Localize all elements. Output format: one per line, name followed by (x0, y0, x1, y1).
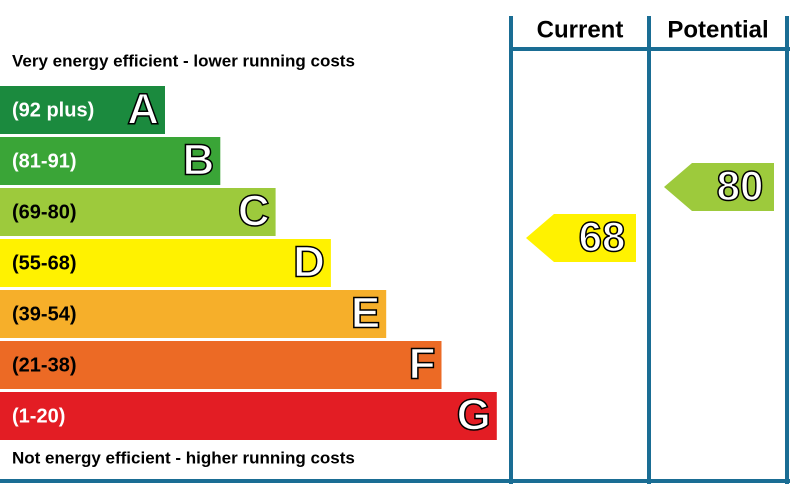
band (0, 86, 165, 134)
band-letter: D (293, 238, 325, 287)
band (0, 239, 331, 287)
band (0, 137, 221, 185)
band-range: (92 plus) (12, 99, 94, 121)
band-range: (1-20) (12, 405, 65, 427)
band-letter: A (127, 85, 159, 134)
band-range: (81-91) (12, 150, 76, 172)
band (0, 341, 442, 389)
frame (0, 16, 790, 484)
band (0, 290, 387, 338)
bottom-label: Not energy efficient - higher running co… (12, 448, 355, 467)
band-range: (69-80) (12, 201, 76, 223)
top-label: Very energy efficient - lower running co… (12, 51, 355, 70)
band-letter: G (457, 391, 491, 440)
column-header: Potential (667, 16, 768, 43)
band (0, 392, 497, 440)
rating-value: 80 (717, 162, 764, 209)
band-range: (21-38) (12, 354, 76, 376)
column-header: Current (537, 16, 624, 43)
band-letter: F (409, 340, 436, 389)
rating-arrow (664, 163, 774, 211)
band-range: (55-68) (12, 252, 76, 274)
band-letter: E (351, 289, 380, 338)
rating-value: 68 (579, 213, 626, 260)
band-letter: B (183, 136, 215, 185)
band-letter: C (238, 187, 270, 236)
band-range: (39-54) (12, 303, 76, 325)
rating-arrow (526, 214, 636, 262)
band (0, 188, 276, 236)
